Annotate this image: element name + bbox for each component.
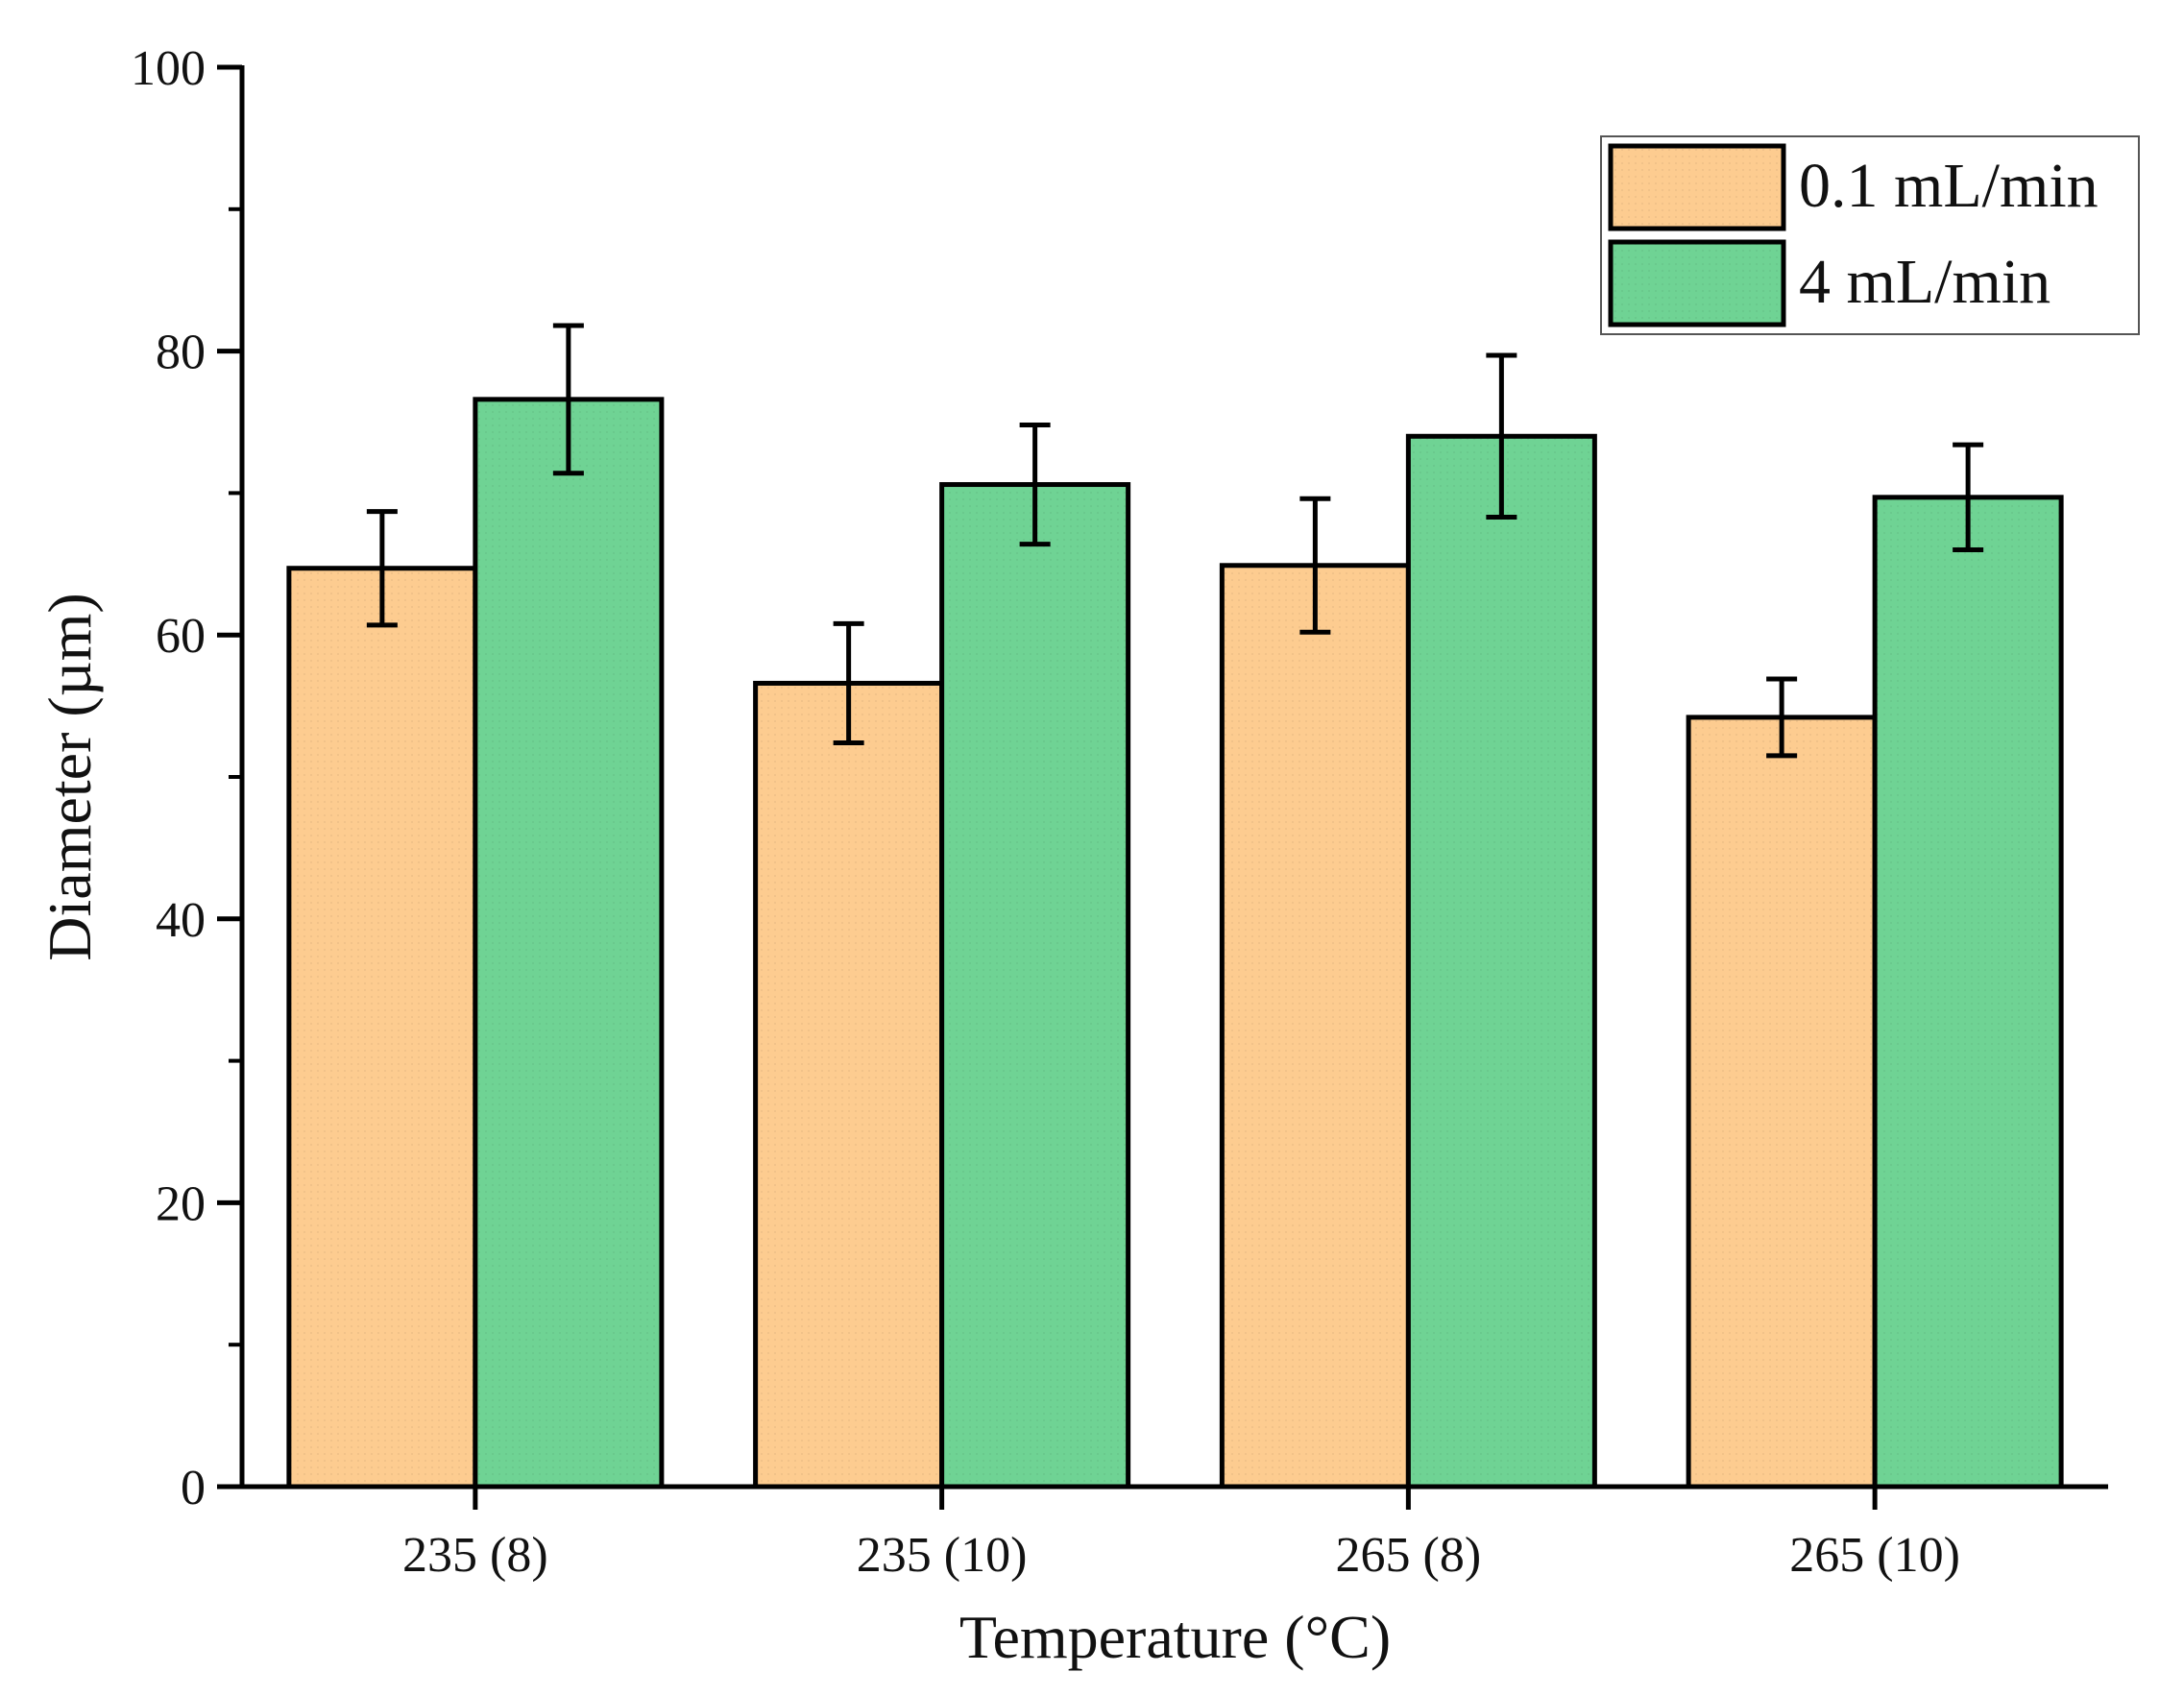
bar-texture — [1875, 497, 2062, 1487]
y-tick-label: 20 — [156, 1176, 206, 1231]
y-tick-label: 0 — [181, 1461, 206, 1515]
axes-layer: 0 20 40 60 80 100 235 (8) 235 (10) 265 (8) 265 (1… — [36, 41, 2108, 1671]
bars-layer — [286, 323, 2064, 1490]
bar-texture — [288, 568, 475, 1487]
legend-swatch-texture — [1611, 242, 1784, 325]
y-tick-label: 100 — [131, 41, 206, 96]
legend: 0.1 mL/min 4 mL/min — [1600, 135, 2140, 335]
y-tick-label: 80 — [156, 326, 206, 380]
legend-swatch-texture — [1611, 146, 1784, 229]
bar-texture — [1688, 716, 1876, 1487]
legend-label: 4 mL/min — [1799, 247, 2051, 317]
bar-texture — [755, 683, 942, 1487]
bar-texture — [941, 484, 1128, 1488]
y-tick-label: 40 — [156, 893, 206, 948]
x-tick-label: 235 (8) — [402, 1528, 548, 1583]
x-tick-label: 265 (8) — [1336, 1528, 1482, 1583]
y-tick-label: 60 — [156, 609, 206, 664]
x-tick-label: 235 (10) — [857, 1528, 1028, 1583]
x-tick-label: 265 (10) — [1789, 1528, 1960, 1583]
bar-texture — [1408, 436, 1595, 1487]
x-axis-title: Temperature (°C) — [959, 1603, 1391, 1671]
bar-texture — [1222, 565, 1409, 1487]
y-axis-title: Diameter (µm) — [36, 593, 104, 960]
bar-texture — [474, 399, 662, 1487]
legend-label: 0.1 mL/min — [1799, 151, 2099, 221]
